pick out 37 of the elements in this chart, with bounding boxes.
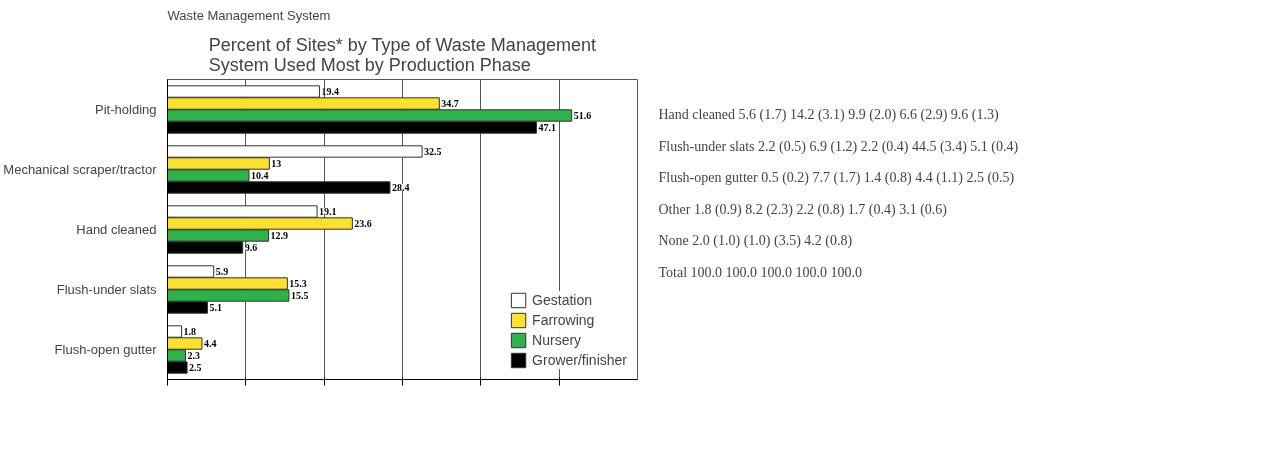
- legend-label: Gestation: [532, 292, 593, 308]
- y-tick-label: Flush-under slats: [56, 282, 157, 297]
- text: None 2.0 (1.0) (1.0) (3.5) 4.2 (0.8): [658, 233, 853, 250]
- y-axis-title: Waste Management System: [167, 7, 331, 23]
- data-label: 34.7: [441, 98, 459, 109]
- data-label: 28.4: [391, 182, 410, 193]
- legend-label: Nursery: [532, 332, 582, 348]
- data-label: 15.3: [289, 278, 307, 289]
- data-label: 5.9: [215, 266, 229, 277]
- y-tick-label: Mechanical scraper/tractor: [3, 162, 158, 177]
- y-tick-label: Flush-open gutter: [54, 342, 158, 357]
- data-label: 23.6: [354, 218, 372, 229]
- text: Total 100.0 100.0 100.0 100.0 100.0: [658, 265, 863, 281]
- data-label: 2.5: [189, 362, 202, 373]
- legend-label: Grower/finisher: [532, 352, 627, 368]
- data-label: 12.9: [270, 230, 289, 241]
- data-label: 2.3: [187, 350, 201, 361]
- text: Other 1.8 (0.9) 8.2 (2.3) 2.2 (0.8) 1.7 (0.4) 3.1 (0.6): [658, 201, 948, 218]
- data-label: 5.1: [209, 302, 222, 313]
- data-label: 10.4: [250, 170, 269, 181]
- y-tick-label: Hand cleaned: [76, 222, 157, 237]
- text: Flush-under slats 2.2 (0.5) 6.9 (1.2) 2.2 (0.4) 44.5 (3.4) 5.1 (0.4): [658, 138, 1019, 155]
- data-label: 51.6: [573, 110, 592, 121]
- y-tick-label: Pit-holding: [95, 102, 157, 117]
- data-label: 19.1: [319, 206, 337, 217]
- data-label: 32.5: [424, 146, 442, 157]
- data-label: 9.6: [244, 242, 258, 253]
- data-label: 19.4: [321, 86, 339, 97]
- legend-label: Farrowing: [532, 312, 595, 328]
- text: Hand cleaned 5.6 (1.7) 14.2 (3.1) 9.9 (2.0) 6.6 (2.9) 9.6 (1.3): [658, 107, 1000, 124]
- data-label: 13: [271, 158, 282, 169]
- data-label: 15.5: [290, 290, 309, 301]
- text: Flush-open gutter 0.5 (0.2) 7.7 (1.7) 1.4 (0.8) 4.4 (1.1) 2.5 (0.5): [658, 170, 1015, 187]
- data-label: 1.8: [183, 326, 197, 337]
- data-label: 4.4: [203, 338, 217, 349]
- data-label: 47.1: [538, 122, 556, 133]
- chart-title: Percent of Sites* by Type of Waste Management System Used Most by Production Phase: [208, 34, 596, 75]
